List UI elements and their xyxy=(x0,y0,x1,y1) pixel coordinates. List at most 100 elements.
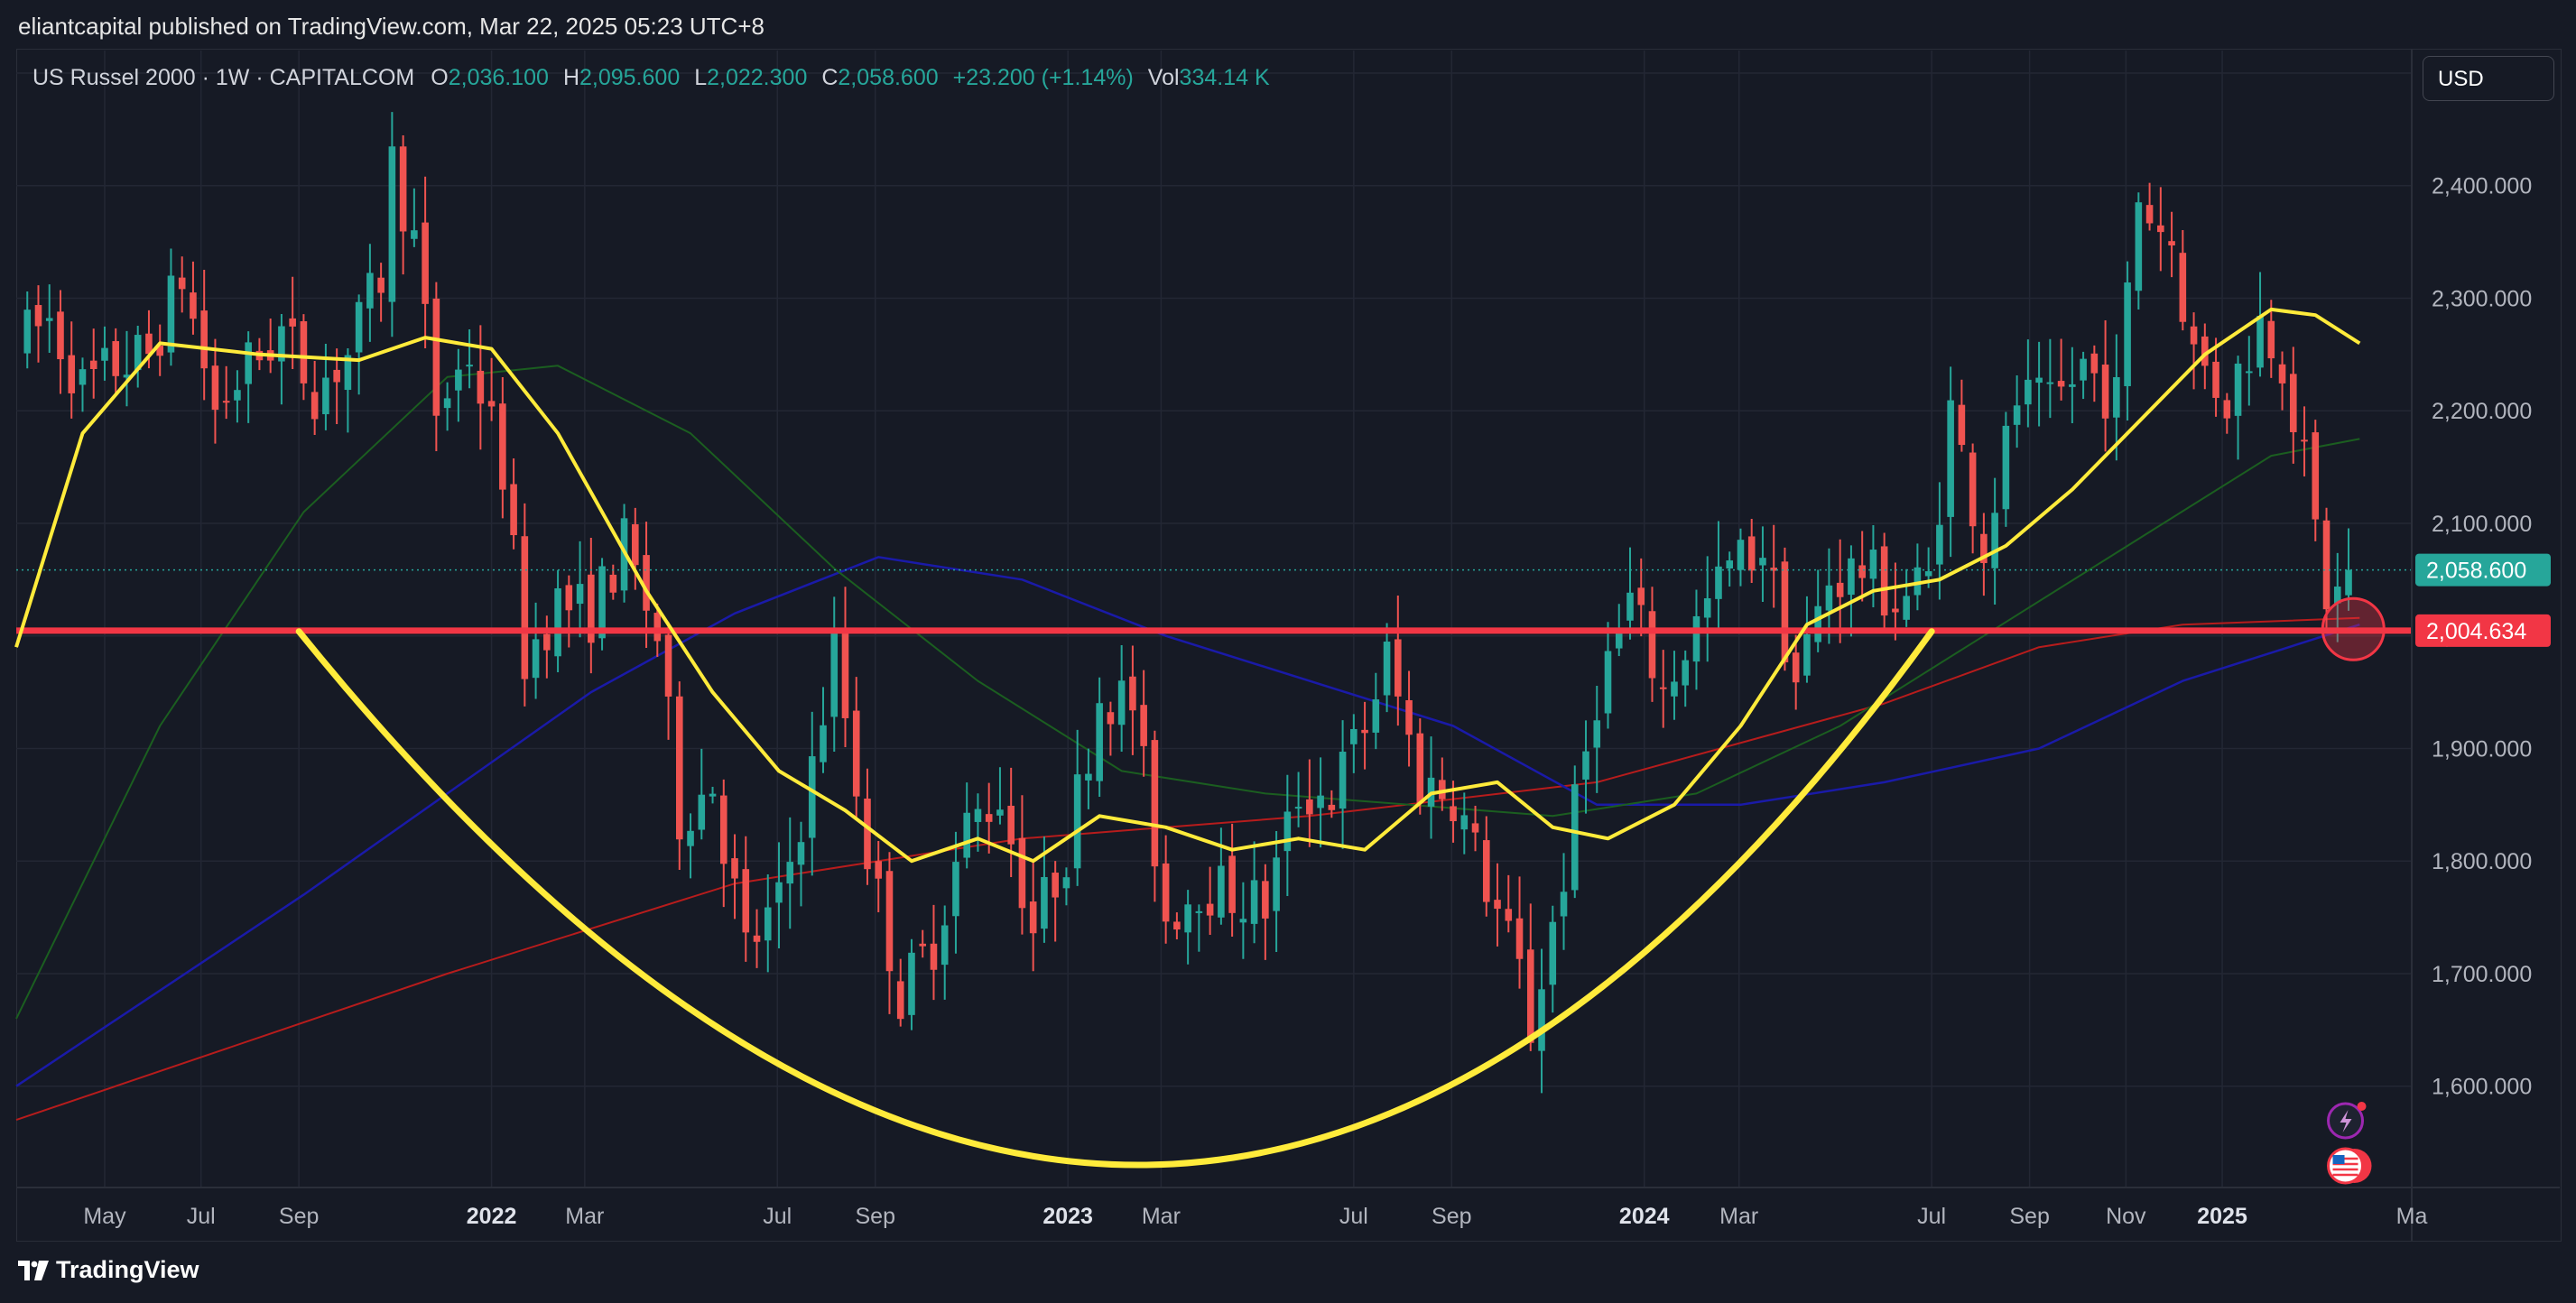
candle-down xyxy=(2190,312,2198,390)
candle-body xyxy=(1814,605,1821,642)
candle-body xyxy=(2201,336,2209,366)
candle-up xyxy=(786,817,794,929)
candle-down xyxy=(588,538,595,674)
candle-body xyxy=(2223,400,2231,419)
candle-body xyxy=(2135,202,2143,291)
candle-up xyxy=(45,284,53,354)
candle-down xyxy=(1140,670,1147,777)
candle-up xyxy=(1803,596,1811,683)
candle-body xyxy=(1361,729,1368,734)
candle-up xyxy=(278,314,285,405)
candle-body xyxy=(1792,652,1800,683)
candle-up xyxy=(443,382,451,431)
candle-down xyxy=(1361,701,1368,770)
candle-body xyxy=(2013,405,2021,425)
candle-body xyxy=(1073,774,1081,869)
candle-body xyxy=(234,390,241,401)
candle-down xyxy=(487,357,496,421)
candle-body xyxy=(1692,615,1700,662)
price-tick-label: 2,300.000 xyxy=(2432,286,2532,311)
symbol-label[interactable]: US Russel 2000 · 1W · CAPITALCOM xyxy=(32,65,415,90)
candle-down xyxy=(1405,670,1413,767)
candle-body xyxy=(2333,587,2341,604)
candle-body xyxy=(1615,627,1623,649)
candle-body xyxy=(1405,699,1413,735)
candle-body xyxy=(1947,400,1954,517)
candle-body xyxy=(1781,561,1789,663)
candle-body xyxy=(1936,524,1943,565)
candle-up xyxy=(1692,589,1700,690)
candle-up xyxy=(1703,556,1711,662)
candle-up xyxy=(1538,948,1545,1094)
candle-body xyxy=(134,335,142,371)
candle-body xyxy=(1395,639,1402,697)
candle-up xyxy=(1073,729,1081,886)
candle-up xyxy=(2246,336,2253,406)
candle-up xyxy=(963,782,970,869)
candle-down xyxy=(875,840,883,913)
candle-body xyxy=(377,277,385,293)
candle-body xyxy=(156,346,164,356)
candle-up xyxy=(952,831,959,954)
candle-body xyxy=(101,347,108,361)
candle-body xyxy=(709,793,717,797)
candle-down xyxy=(1052,861,1059,942)
candle-body xyxy=(841,627,849,718)
candle-body xyxy=(487,401,496,407)
candle-down xyxy=(1416,718,1424,815)
candle-body xyxy=(2025,379,2032,405)
candle-body xyxy=(1151,740,1159,867)
change-value: +23.200 (+1.14%) xyxy=(952,65,1134,90)
candle-body xyxy=(1239,919,1247,923)
tradingview-logo-icon xyxy=(18,1260,49,1280)
candle-body xyxy=(1339,752,1347,809)
candle-body xyxy=(1107,712,1115,725)
candle-body xyxy=(2124,282,2131,386)
candle-body xyxy=(941,925,949,966)
candle-down xyxy=(896,958,904,1027)
candle-body xyxy=(1582,751,1589,780)
candle-body xyxy=(289,318,296,327)
candle-up xyxy=(2046,338,2054,419)
candle-down xyxy=(753,909,761,968)
candle-down xyxy=(377,263,385,322)
candle-down xyxy=(432,282,440,451)
candle-down xyxy=(1395,596,1402,726)
time-tick-label: Sep xyxy=(855,1204,894,1229)
candle-up xyxy=(2069,347,2076,424)
time-tick-label: 2024 xyxy=(1619,1204,1670,1229)
candle-down xyxy=(211,338,219,444)
currency-button[interactable]: USD xyxy=(2423,56,2554,101)
candle-down xyxy=(1018,795,1026,935)
candle-up xyxy=(1427,736,1435,839)
candle-body xyxy=(1062,877,1070,889)
candle-up xyxy=(554,569,561,673)
candle-up xyxy=(245,331,252,423)
candle-down xyxy=(1206,866,1214,935)
candle-up xyxy=(1715,521,1722,632)
candle-body xyxy=(2157,225,2164,233)
price-chart[interactable]: 1,600.000 1,700.000 1,800.000 1,900.000 2,00… xyxy=(0,0,2576,1242)
candle-body xyxy=(598,566,606,639)
candle-down xyxy=(719,779,727,908)
candle-body xyxy=(808,756,816,838)
candle-body xyxy=(355,301,363,353)
candle-body xyxy=(278,326,285,362)
candle-up xyxy=(1991,477,1998,605)
candle-body xyxy=(366,273,374,309)
candle-body xyxy=(1991,513,1998,568)
tradingview-logo[interactable]: TradingView xyxy=(18,1256,199,1284)
candle-down xyxy=(399,135,407,275)
candle-up xyxy=(1626,547,1634,640)
drawings-layer xyxy=(16,568,2412,1185)
candle-down xyxy=(885,852,894,1014)
candle-up xyxy=(1096,677,1103,798)
candle-up xyxy=(355,294,363,395)
candle-up xyxy=(1593,685,1601,793)
candle-body xyxy=(222,401,230,403)
candle-up xyxy=(2333,552,2341,642)
candle-body xyxy=(930,943,938,970)
candle-down xyxy=(200,269,208,401)
candle-body xyxy=(1206,903,1214,916)
lightning-glyph xyxy=(2340,1110,2352,1132)
